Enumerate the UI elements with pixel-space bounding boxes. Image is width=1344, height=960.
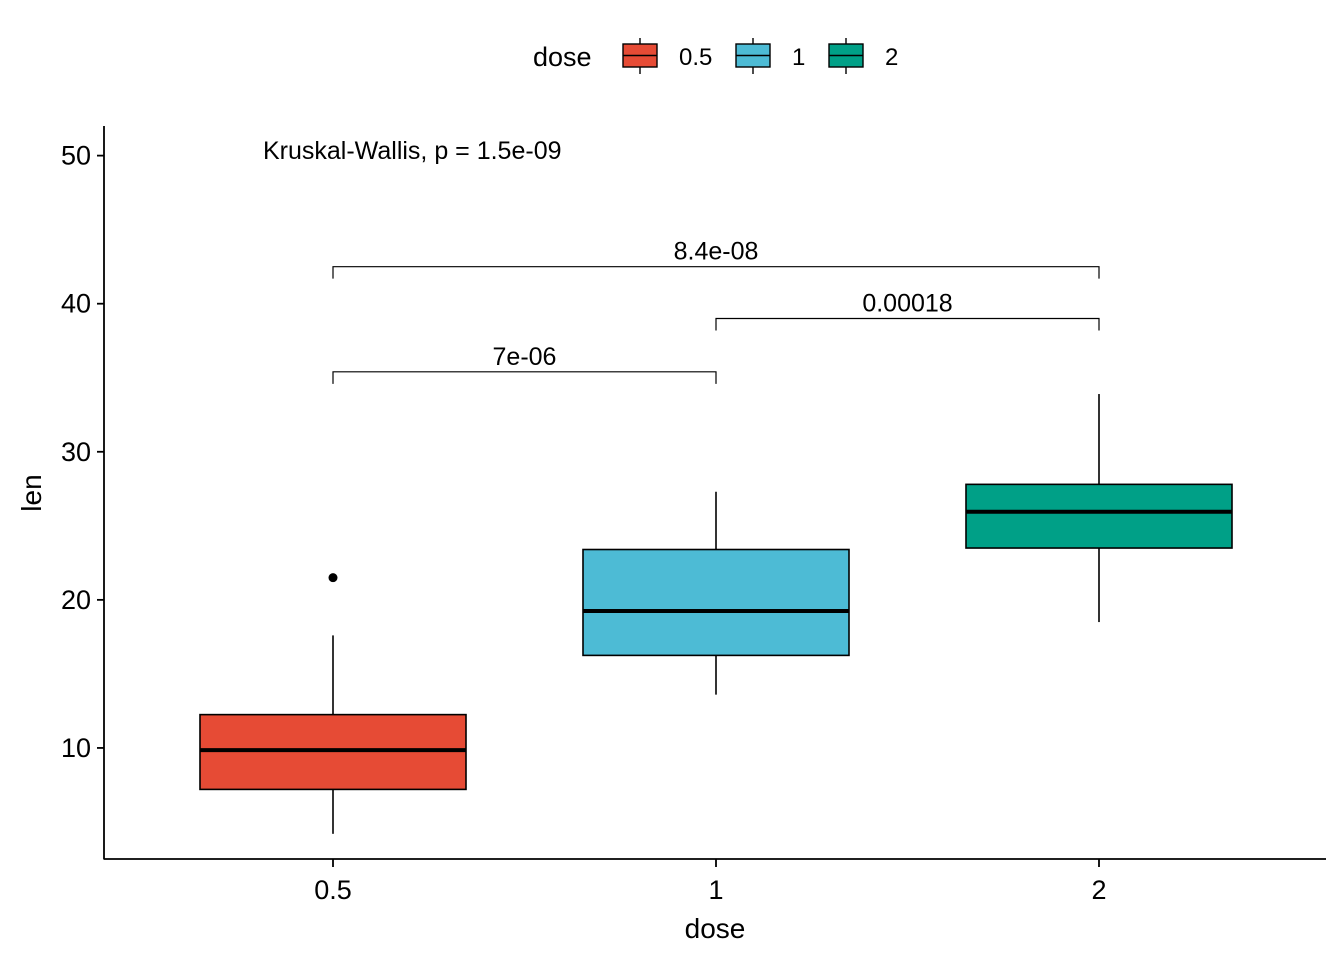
comparison-0.5-vs-1: 7e-06 — [332, 343, 717, 384]
y-tick-label: 40 — [61, 289, 91, 319]
axes — [103, 126, 1326, 860]
comparison-p-value: 8.4e-08 — [674, 238, 759, 266]
y-axis-label: len — [16, 474, 47, 511]
x-ticks: 0.5 1 2 — [314, 859, 1107, 905]
legend-entry-0.5: 0.5 — [622, 38, 712, 74]
legend-entries: 0.5 1 2 — [622, 38, 898, 74]
box-1 — [582, 491, 850, 695]
box-body — [582, 548, 850, 657]
comparison-p-value: 7e-06 — [493, 343, 557, 371]
y-tick-label: 30 — [61, 437, 91, 467]
comparison-bracket — [332, 266, 1100, 279]
x-tick-label: 2 — [1091, 875, 1106, 905]
y-ticks: 10 20 30 40 50 — [61, 141, 104, 763]
outlier-point — [328, 573, 338, 583]
legend-title: dose — [533, 42, 592, 72]
x-axis-label: dose — [685, 913, 746, 944]
legend-label: 0.5 — [679, 44, 712, 71]
y-tick-label: 50 — [61, 141, 91, 171]
legend-label: 2 — [885, 44, 898, 71]
comparison-bracket — [332, 371, 717, 384]
x-tick-label: 0.5 — [314, 875, 352, 905]
comparison-p-value: 0.00018 — [862, 290, 952, 318]
comparison-bracket — [715, 317, 1100, 331]
box-2 — [965, 394, 1233, 623]
legend-label: 1 — [792, 44, 805, 71]
legend-entry-2: 2 — [828, 38, 898, 74]
y-tick-label: 20 — [61, 585, 91, 615]
kruskal-wallis-annotation: Kruskal-Wallis, p = 1.5e-09 — [263, 137, 562, 165]
y-tick-label: 10 — [61, 733, 91, 763]
comparisons: 7e-06 0.00018 8.4e-08 — [332, 238, 1100, 384]
comparison-1-vs-2: 0.00018 — [715, 290, 1100, 331]
box-body — [965, 483, 1233, 549]
legend: dose 0.5 1 2 — [533, 38, 898, 74]
boxes — [199, 394, 1233, 834]
comparison-0.5-vs-2: 8.4e-08 — [332, 238, 1100, 279]
box-0.5 — [199, 573, 467, 834]
x-tick-label: 1 — [708, 875, 723, 905]
legend-entry-1: 1 — [735, 38, 805, 74]
